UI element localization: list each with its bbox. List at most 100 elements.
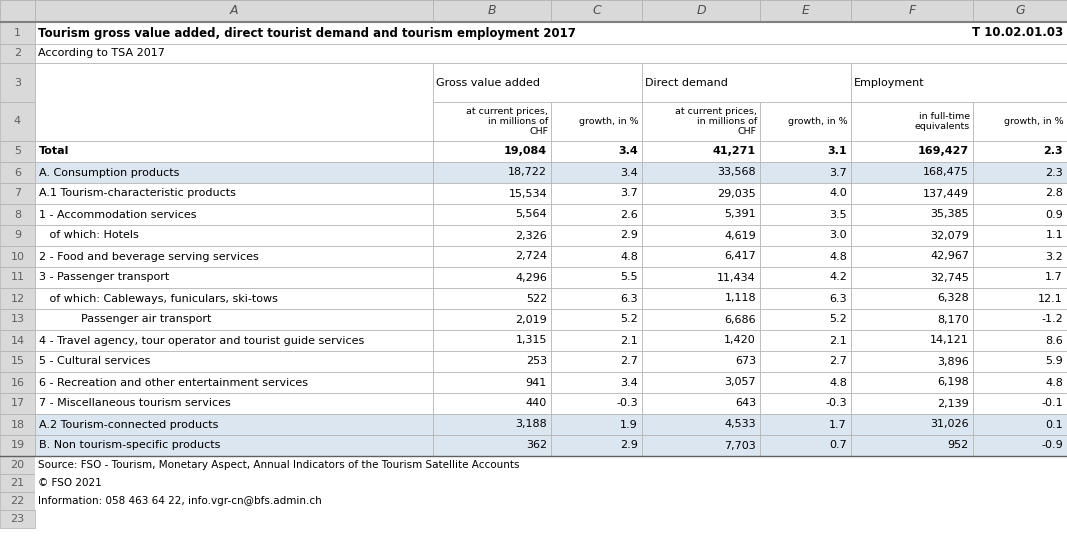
Text: 941: 941	[526, 378, 547, 387]
Text: 18: 18	[11, 420, 25, 429]
Text: 2,019: 2,019	[515, 315, 547, 324]
Text: Passenger air transport: Passenger air transport	[39, 315, 211, 324]
Bar	[433, 102, 551, 141]
Text: 18,722: 18,722	[508, 167, 547, 178]
Text: 643: 643	[735, 399, 757, 408]
Bar	[433, 63, 642, 102]
Text: 3.0: 3.0	[829, 230, 847, 240]
Bar	[433, 162, 551, 183]
Bar	[433, 372, 551, 393]
Bar	[760, 0, 851, 22]
Text: 15: 15	[11, 357, 25, 366]
Text: 6: 6	[14, 167, 21, 178]
Text: 6,417: 6,417	[724, 251, 757, 261]
Text: 11: 11	[11, 273, 25, 282]
Text: 32,079: 32,079	[930, 230, 969, 240]
Text: 0.1: 0.1	[1046, 420, 1063, 429]
Text: A.2 Tourism-connected products: A.2 Tourism-connected products	[39, 420, 219, 429]
Bar	[851, 351, 973, 372]
Text: A.1 Tourism-characteristic products: A.1 Tourism-characteristic products	[39, 188, 236, 199]
Bar	[642, 372, 760, 393]
Bar	[35, 351, 433, 372]
Bar	[851, 414, 973, 435]
Bar	[433, 225, 551, 246]
Text: 5.2: 5.2	[829, 315, 847, 324]
Bar	[551, 0, 642, 22]
Text: 4.8: 4.8	[829, 251, 847, 261]
Text: 13: 13	[11, 315, 25, 324]
Text: 1.1: 1.1	[1046, 230, 1063, 240]
Text: 2,139: 2,139	[937, 399, 969, 408]
Bar	[642, 393, 760, 414]
Text: 23: 23	[11, 514, 25, 524]
Bar	[551, 162, 642, 183]
Text: 2.1: 2.1	[829, 336, 847, 345]
Text: 10: 10	[11, 251, 25, 261]
Text: © FSO 2021: © FSO 2021	[38, 478, 101, 488]
Bar	[973, 435, 1067, 456]
Text: 253: 253	[526, 357, 547, 366]
Bar	[35, 492, 1067, 510]
Bar	[0, 204, 35, 225]
Text: 3,057: 3,057	[724, 378, 757, 387]
Bar	[35, 267, 433, 288]
Bar	[851, 393, 973, 414]
Bar	[642, 309, 760, 330]
Bar	[851, 141, 973, 162]
Bar	[35, 474, 1067, 492]
Bar	[0, 393, 35, 414]
Bar	[851, 225, 973, 246]
Bar	[851, 183, 973, 204]
Text: 4,296: 4,296	[515, 273, 547, 282]
Bar	[0, 44, 35, 63]
Bar	[433, 246, 551, 267]
Text: 5.5: 5.5	[620, 273, 638, 282]
Bar	[760, 204, 851, 225]
Bar	[433, 141, 551, 162]
Text: 2 - Food and beverage serving services: 2 - Food and beverage serving services	[39, 251, 259, 261]
Bar	[35, 162, 433, 183]
Text: 9: 9	[14, 230, 21, 240]
Bar	[851, 435, 973, 456]
Text: 3: 3	[14, 77, 21, 88]
Text: 2.8: 2.8	[1045, 188, 1063, 199]
Bar	[760, 267, 851, 288]
Bar	[551, 204, 642, 225]
Bar	[0, 246, 35, 267]
Bar	[551, 393, 642, 414]
Text: 3,188: 3,188	[515, 420, 547, 429]
Bar	[0, 474, 35, 492]
Text: Source: FSO - Tourism, Monetary Aspect, Annual Indicators of the Tourism Satelli: Source: FSO - Tourism, Monetary Aspect, …	[38, 460, 520, 470]
Text: 4.8: 4.8	[1045, 378, 1063, 387]
Bar	[973, 183, 1067, 204]
Text: 3.4: 3.4	[620, 378, 638, 387]
Bar	[0, 351, 35, 372]
Bar	[973, 102, 1067, 141]
Text: 2.3: 2.3	[1046, 167, 1063, 178]
Text: 6.3: 6.3	[829, 294, 847, 303]
Bar	[551, 414, 642, 435]
Text: 41,271: 41,271	[713, 146, 757, 157]
Text: -0.3: -0.3	[617, 399, 638, 408]
Bar	[851, 372, 973, 393]
Bar	[551, 246, 642, 267]
Text: 952: 952	[947, 441, 969, 450]
Text: 14: 14	[11, 336, 25, 345]
Bar	[760, 246, 851, 267]
Bar	[35, 372, 433, 393]
Text: 31,026: 31,026	[930, 420, 969, 429]
Text: 2.7: 2.7	[829, 357, 847, 366]
Text: 15,534: 15,534	[508, 188, 547, 199]
Text: 19: 19	[11, 441, 25, 450]
Bar	[642, 63, 851, 102]
Text: 522: 522	[526, 294, 547, 303]
Bar	[642, 435, 760, 456]
Text: 7,703: 7,703	[724, 441, 757, 450]
Bar	[973, 414, 1067, 435]
Bar	[642, 204, 760, 225]
Bar	[433, 204, 551, 225]
Text: growth, in %: growth, in %	[579, 117, 639, 126]
Text: 5.2: 5.2	[620, 315, 638, 324]
Bar	[760, 162, 851, 183]
Text: 5.9: 5.9	[1046, 357, 1063, 366]
